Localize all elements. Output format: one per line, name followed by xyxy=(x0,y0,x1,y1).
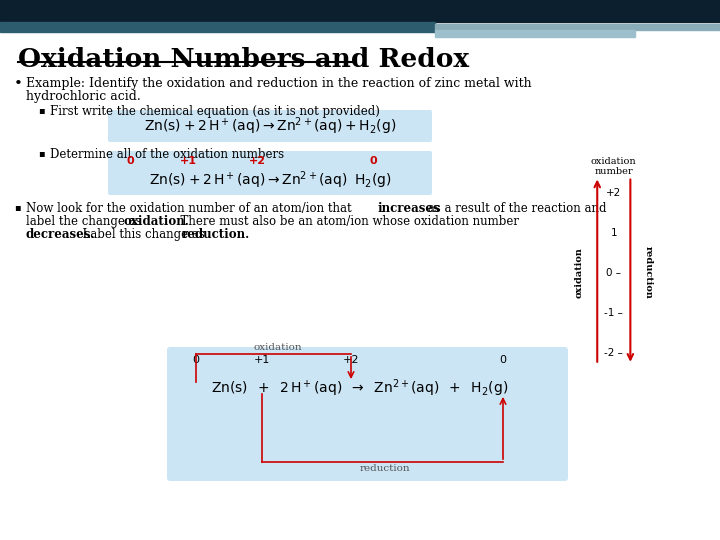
Text: label the change as: label the change as xyxy=(26,215,145,228)
Text: 1: 1 xyxy=(611,228,617,238)
Text: ▪: ▪ xyxy=(14,202,21,212)
Text: -2 –: -2 – xyxy=(604,348,624,357)
Text: hydrochloric acid.: hydrochloric acid. xyxy=(26,90,140,103)
Text: +2: +2 xyxy=(606,187,621,198)
Text: decreases.: decreases. xyxy=(26,228,96,241)
Text: 0: 0 xyxy=(500,355,506,365)
Text: oxidation.: oxidation. xyxy=(123,215,189,228)
Bar xyxy=(435,30,635,37)
Text: oxidation
number: oxidation number xyxy=(591,157,636,176)
Text: oxidation: oxidation xyxy=(253,343,302,352)
Text: 0 –: 0 – xyxy=(606,268,621,278)
Text: reduction: reduction xyxy=(644,246,653,299)
Text: Now look for the oxidation number of an atom/ion that: Now look for the oxidation number of an … xyxy=(26,202,356,215)
FancyBboxPatch shape xyxy=(167,347,568,481)
Text: $\mathrm{Zn(s) + 2\,H^+(aq) \rightarrow Zn^{2+}(aq)\;\; H_2(g)}$: $\mathrm{Zn(s) + 2\,H^+(aq) \rightarrow … xyxy=(148,169,392,191)
Text: $\mathrm{Zn(s)\;\;+\;\; 2\,H^+(aq)\;\; \rightarrow \;\; Zn^{2+}(aq)\;\; +\;\; H_: $\mathrm{Zn(s)\;\;+\;\; 2\,H^+(aq)\;\; \… xyxy=(212,377,508,399)
Text: There must also be an atom/ion whose oxidation number: There must also be an atom/ion whose oxi… xyxy=(173,215,519,228)
FancyBboxPatch shape xyxy=(108,151,432,195)
Text: 0: 0 xyxy=(192,355,199,365)
FancyBboxPatch shape xyxy=(108,110,432,142)
Text: Determine all of the oxidation numbers: Determine all of the oxidation numbers xyxy=(50,148,284,161)
Text: +1: +1 xyxy=(254,355,270,365)
Text: Example: Identify the oxidation and reduction in the reaction of zinc metal with: Example: Identify the oxidation and redu… xyxy=(26,77,531,90)
Text: $\mathrm{Zn(s) + 2\,H^+(aq) \rightarrow Zn^{2+}(aq) + H_2(g)}$: $\mathrm{Zn(s) + 2\,H^+(aq) \rightarrow … xyxy=(144,115,396,137)
Text: reduction.: reduction. xyxy=(182,228,251,241)
Text: as a result of the reaction and: as a result of the reaction and xyxy=(424,202,606,215)
Text: Oxidation Numbers and Redox: Oxidation Numbers and Redox xyxy=(18,47,469,72)
Text: First write the chemical equation (as it is not provided): First write the chemical equation (as it… xyxy=(50,105,380,118)
Text: oxidation: oxidation xyxy=(575,247,584,298)
Text: •: • xyxy=(14,77,23,91)
Text: +2: +2 xyxy=(343,355,359,365)
Text: 0: 0 xyxy=(369,156,377,166)
Text: +1: +1 xyxy=(179,156,197,166)
Bar xyxy=(0,0,720,22)
Text: ▪: ▪ xyxy=(38,148,45,158)
Text: reduction: reduction xyxy=(360,464,410,473)
Bar xyxy=(0,22,435,32)
Text: ▪: ▪ xyxy=(38,105,45,115)
Text: 0: 0 xyxy=(126,156,134,166)
Text: Label this change as: Label this change as xyxy=(75,228,209,241)
Text: -1 –: -1 – xyxy=(604,308,624,318)
Text: increases: increases xyxy=(378,202,441,215)
Text: +2: +2 xyxy=(248,156,266,166)
Bar xyxy=(435,24,720,30)
